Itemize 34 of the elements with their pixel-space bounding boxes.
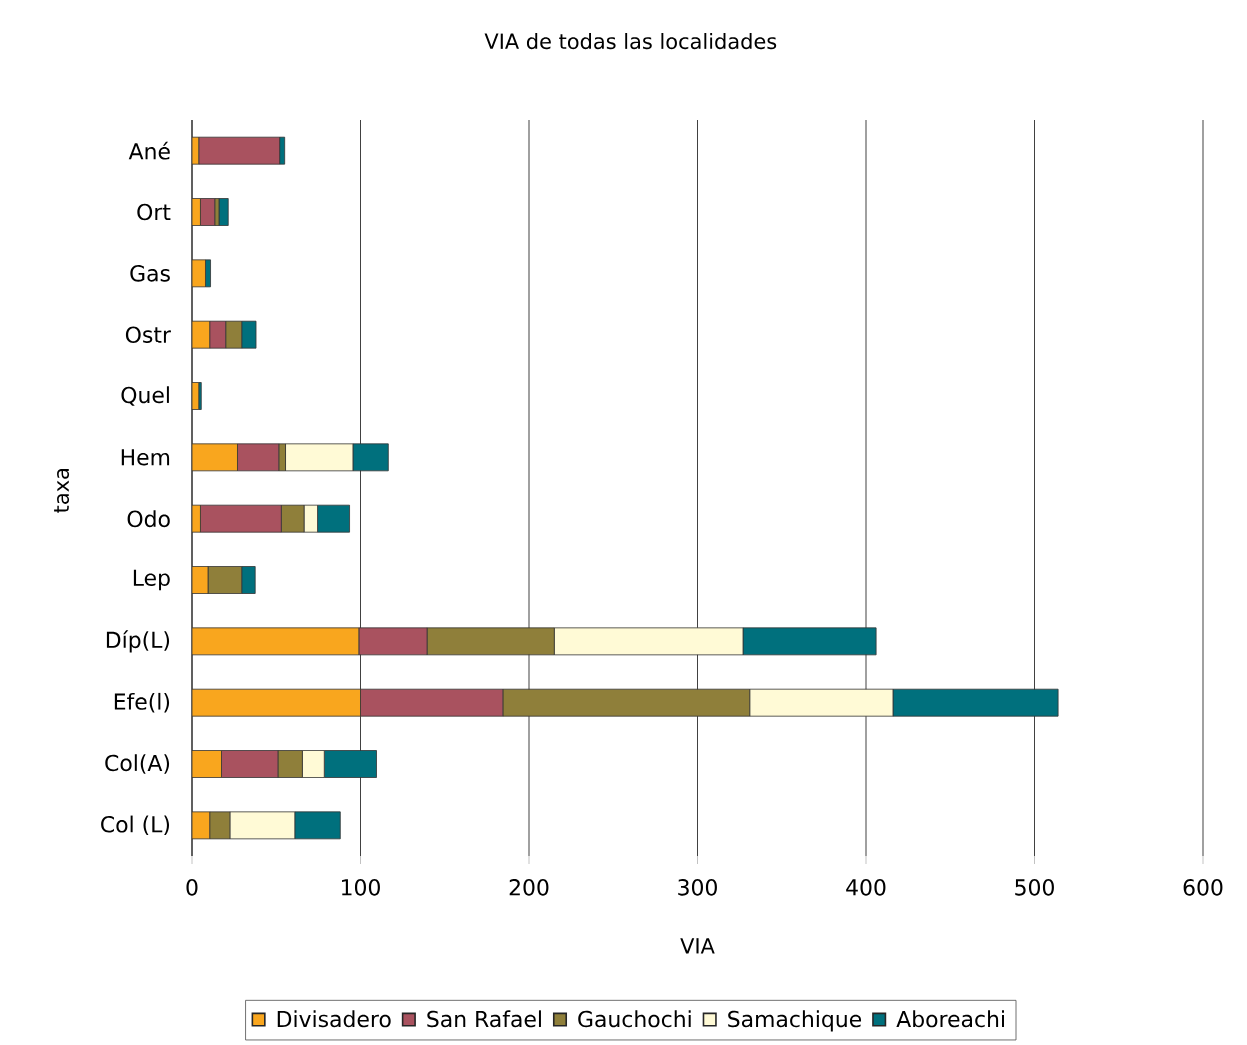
y-tick-label: Odo bbox=[127, 510, 170, 528]
x-tick-label: 300 bbox=[678, 879, 717, 896]
bar bbox=[192, 627, 360, 656]
bar bbox=[218, 198, 229, 226]
y-tick-label: Hem bbox=[121, 449, 170, 466]
chart-title: VIA de todas las localidades bbox=[484, 32, 777, 50]
y-tick-label: Gas bbox=[130, 265, 170, 282]
y-tick-label: Col(A) bbox=[105, 754, 170, 774]
y-tick-label: Lep bbox=[133, 569, 170, 591]
legend-label: Aboreachi bbox=[896, 1010, 1004, 1028]
x-tick-label: 600 bbox=[1183, 879, 1223, 896]
x-tick-label: 400 bbox=[846, 879, 886, 896]
y-tick-label: Quel bbox=[121, 386, 169, 406]
x-axis-title: VIA bbox=[680, 938, 715, 954]
y-tick-label: Col (L) bbox=[101, 815, 170, 836]
x-tick-label: 500 bbox=[1015, 879, 1054, 896]
y-tick-label: Ané bbox=[128, 141, 170, 160]
y-tick-label: Ostr bbox=[125, 326, 171, 343]
legend-label: Divisadero bbox=[277, 1010, 391, 1028]
bar bbox=[192, 688, 361, 717]
legend-label: San Rafael bbox=[427, 1010, 541, 1028]
y-tick-label: Díp(L) bbox=[106, 630, 170, 653]
y-axis-title: taxa bbox=[54, 469, 70, 513]
bar bbox=[198, 382, 202, 410]
legend-label: Gauchochi bbox=[578, 1010, 691, 1028]
x-tick-label: 100 bbox=[341, 879, 380, 896]
y-tick-label: Efe(l) bbox=[114, 692, 170, 713]
bar bbox=[192, 750, 222, 778]
bar bbox=[200, 198, 216, 226]
y-tick-label: Ort bbox=[137, 203, 171, 221]
bar bbox=[192, 443, 238, 472]
legend-label: Samachique bbox=[728, 1010, 862, 1032]
x-tick-label: 200 bbox=[509, 879, 549, 896]
x-tick-label: 0 bbox=[186, 879, 198, 896]
